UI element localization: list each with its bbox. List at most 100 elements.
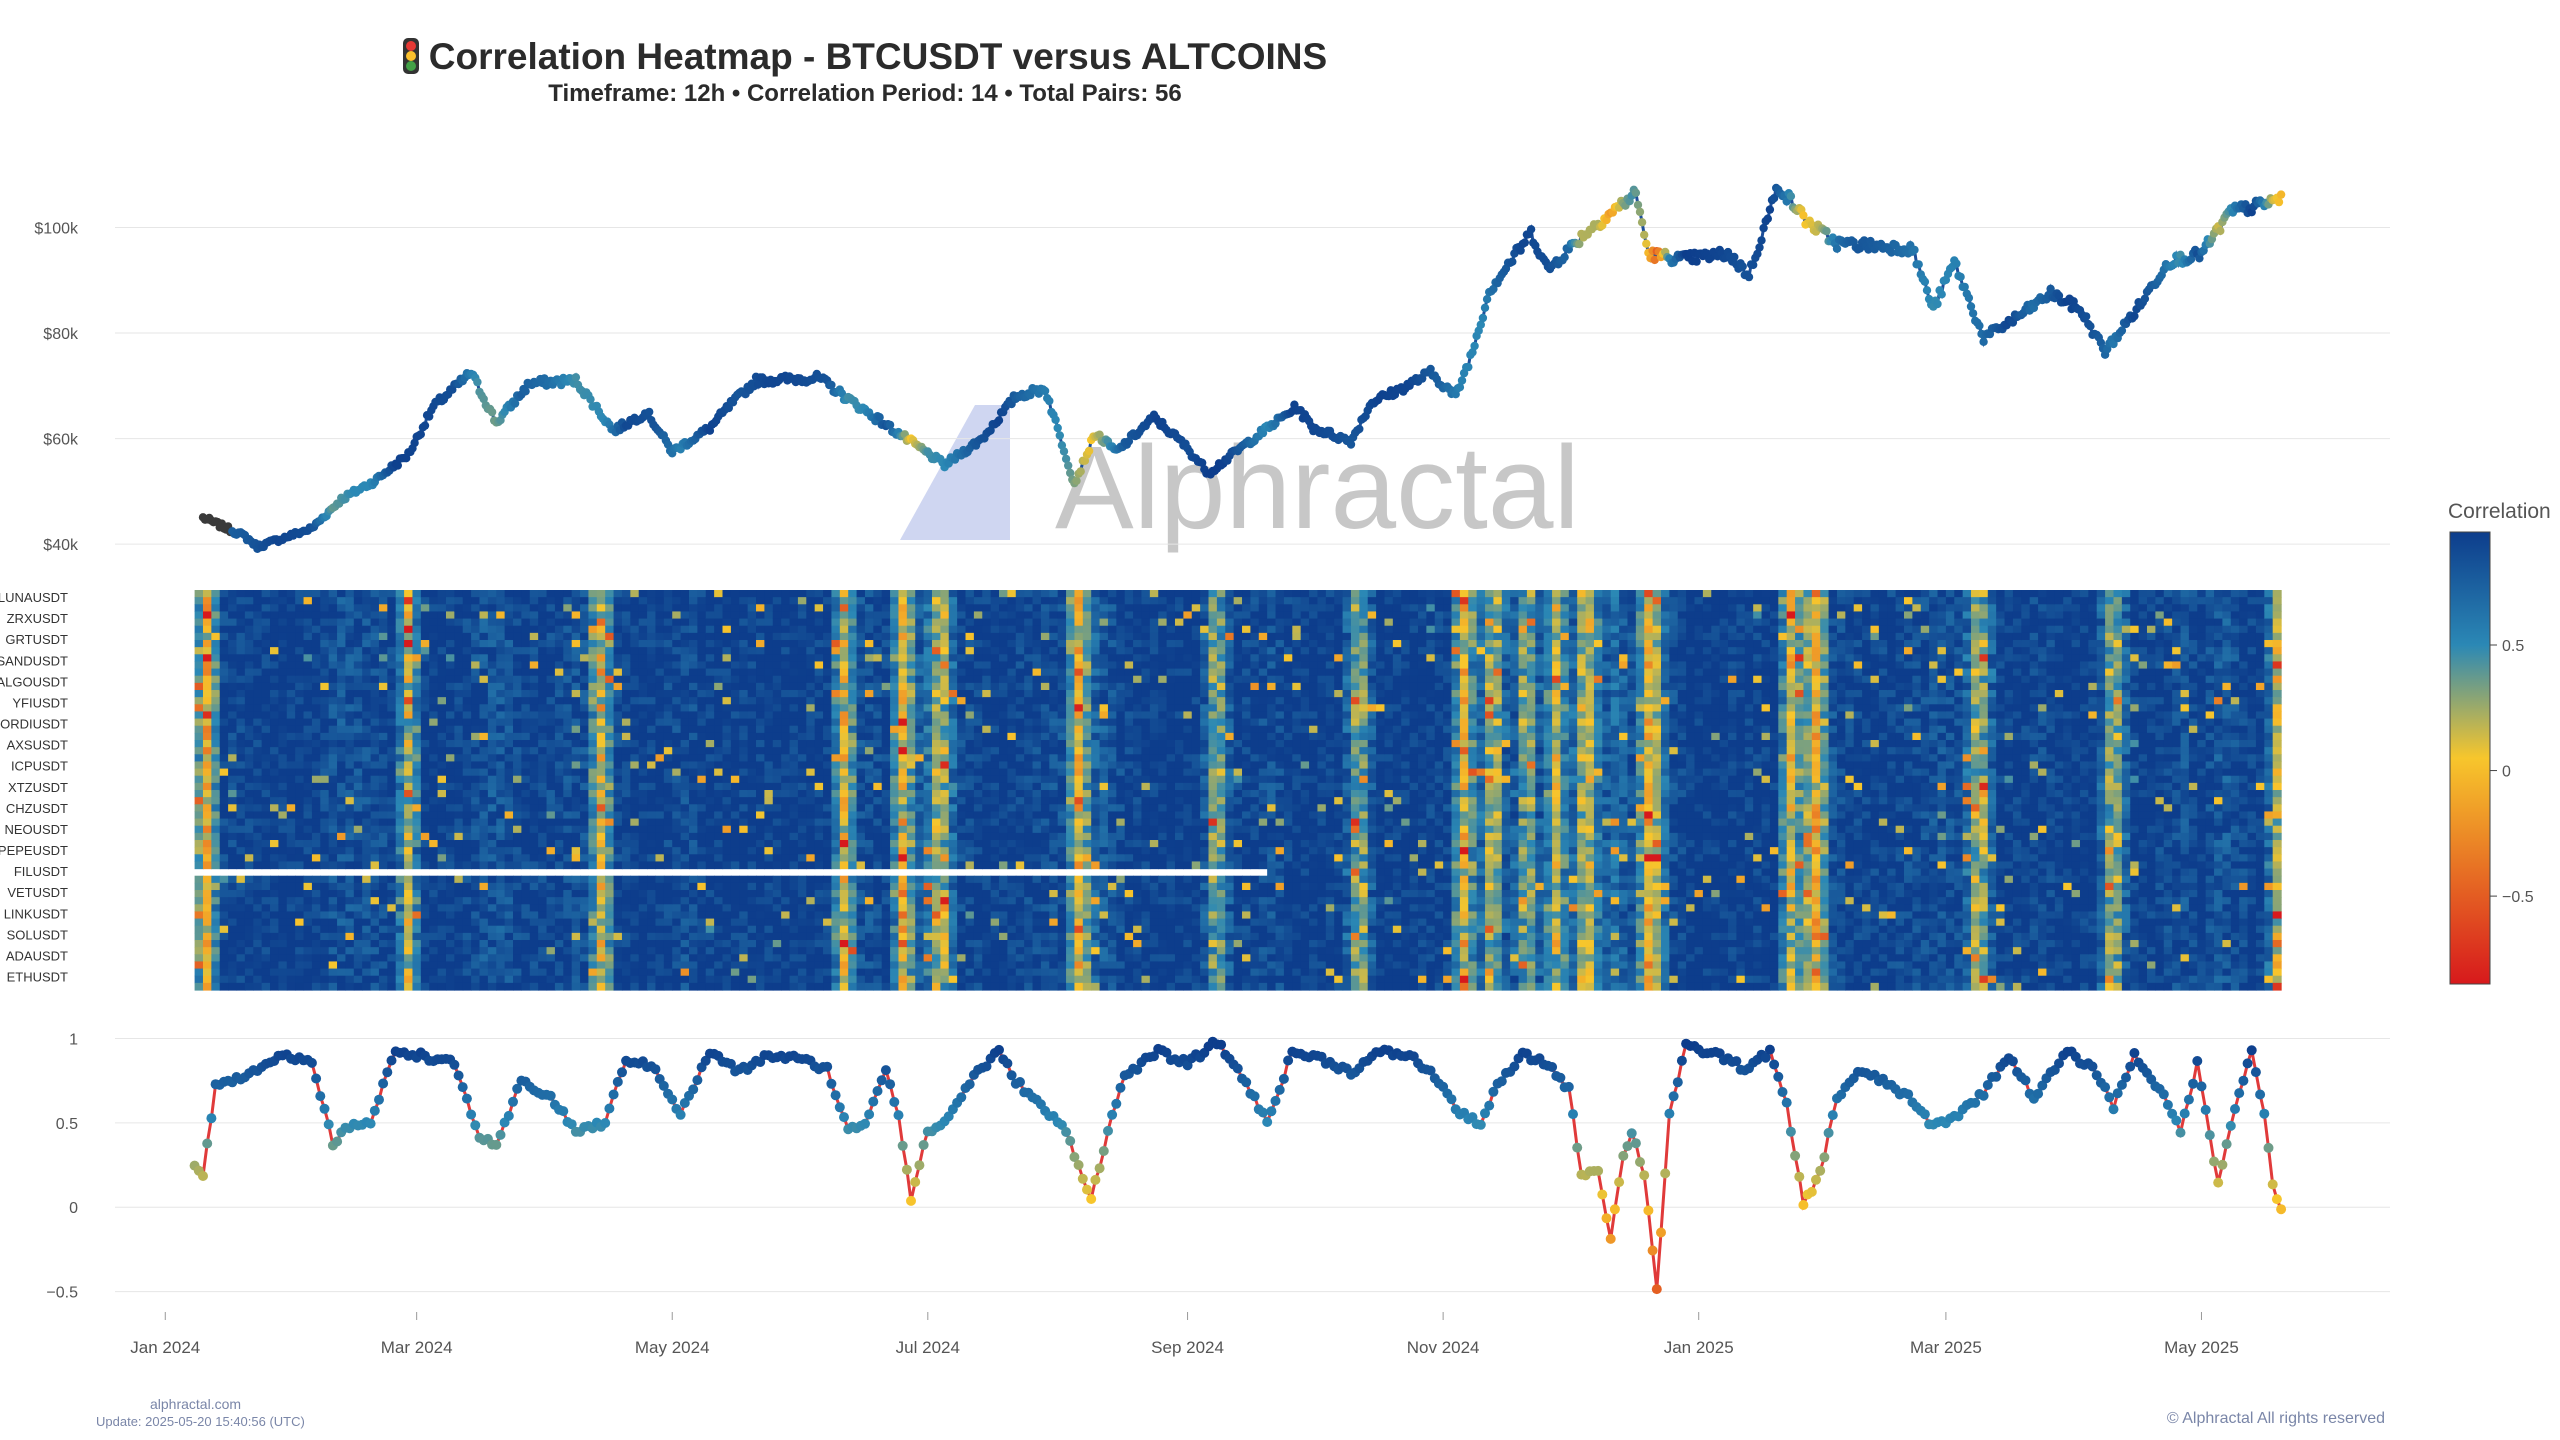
heatmap-cell bbox=[487, 625, 497, 634]
heatmap-cell bbox=[236, 754, 246, 763]
heatmap-cell bbox=[513, 890, 522, 898]
heatmap-cell bbox=[789, 982, 799, 991]
heatmap-cell bbox=[756, 625, 765, 634]
heatmap-cell bbox=[739, 954, 749, 963]
heatmap-cell bbox=[621, 797, 631, 805]
heatmap-cell bbox=[328, 797, 338, 805]
heatmap-cell bbox=[580, 840, 590, 848]
heatmap-cell bbox=[295, 640, 305, 648]
price-point bbox=[1635, 207, 1645, 217]
heatmap-cell bbox=[789, 818, 799, 827]
heatmap-cell bbox=[571, 840, 581, 848]
heatmap-cell bbox=[596, 790, 606, 798]
heatmap-cell bbox=[663, 840, 673, 848]
heatmap-cell bbox=[270, 840, 279, 848]
heatmap-cell bbox=[554, 740, 564, 748]
heatmap-cell bbox=[420, 782, 430, 791]
heatmap-cell bbox=[429, 940, 439, 948]
heatmap-cell bbox=[580, 775, 590, 784]
heatmap-cell bbox=[546, 804, 556, 813]
heatmap-cell bbox=[328, 604, 338, 613]
price-point bbox=[1738, 262, 1747, 271]
heatmap-cell bbox=[278, 682, 288, 691]
heatmap-cell bbox=[479, 597, 489, 605]
heatmap-cell bbox=[378, 668, 388, 677]
heatmap-cell bbox=[722, 904, 732, 913]
heatmap-cell bbox=[387, 668, 397, 677]
heatmap-cell bbox=[270, 790, 279, 798]
heatmap-cell bbox=[471, 682, 481, 691]
heatmap-cell bbox=[487, 604, 497, 613]
heatmap-cell bbox=[345, 811, 355, 820]
heatmap-cell bbox=[663, 918, 673, 927]
heatmap-cell bbox=[353, 732, 363, 741]
heatmap-cell bbox=[445, 718, 455, 727]
heatmap-cell bbox=[613, 982, 623, 991]
heatmap-cell bbox=[420, 740, 430, 748]
heatmap-cell bbox=[672, 632, 682, 641]
heatmap-cell bbox=[504, 932, 514, 941]
heatmap-cell bbox=[580, 854, 590, 863]
heatmap-cell bbox=[739, 625, 749, 634]
heatmap-cell bbox=[437, 832, 447, 841]
heatmap-cell bbox=[479, 790, 489, 798]
heatmap-cell bbox=[630, 954, 640, 963]
heatmap-cell bbox=[764, 754, 774, 763]
heatmap-cell bbox=[647, 754, 657, 763]
heatmap-cell bbox=[521, 847, 531, 855]
heatmap-cell bbox=[270, 811, 279, 820]
heatmap-cell bbox=[487, 804, 497, 813]
heatmap-cell bbox=[202, 940, 212, 948]
heatmap-cell bbox=[244, 618, 254, 627]
heatmap-cell bbox=[781, 632, 791, 641]
heatmap-cell bbox=[513, 961, 522, 970]
heatmap-cell bbox=[638, 590, 648, 598]
heatmap-cell bbox=[647, 732, 657, 741]
heatmap-cell bbox=[420, 682, 430, 691]
heatmap-cells[interactable] bbox=[194, 590, 2282, 991]
heatmap-cell bbox=[680, 804, 690, 813]
heatmap-cell bbox=[487, 590, 497, 598]
heatmap-cell bbox=[420, 932, 430, 941]
price-line-series[interactable] bbox=[198, 183, 2286, 553]
heatmap-cell bbox=[253, 661, 263, 670]
heatmap-cell bbox=[194, 732, 204, 741]
heatmap-cell bbox=[412, 968, 422, 977]
heatmap-cell bbox=[546, 625, 556, 634]
heatmap-cell bbox=[311, 618, 321, 627]
heatmap-cell bbox=[546, 690, 556, 698]
heatmap-cell bbox=[286, 668, 296, 677]
heatmap-cell bbox=[739, 611, 749, 620]
heatmap-cell bbox=[688, 947, 698, 955]
heatmap-cell bbox=[688, 961, 698, 970]
heatmap-cell bbox=[362, 732, 372, 741]
heatmap-cell bbox=[261, 918, 271, 927]
heatmap-cell bbox=[311, 961, 321, 970]
heatmap-cell bbox=[445, 604, 455, 613]
heatmap-cell bbox=[764, 647, 774, 655]
heatmap-cell bbox=[445, 611, 455, 620]
price-point bbox=[1769, 194, 1779, 203]
heatmap-cell bbox=[479, 604, 489, 613]
heatmap-cell bbox=[295, 854, 305, 863]
heatmap-cell bbox=[211, 875, 221, 884]
heatmap-cell bbox=[496, 768, 506, 777]
heatmap-cell bbox=[747, 825, 757, 834]
watermark-text: Alphractal bbox=[1055, 422, 1580, 554]
heatmap-cell bbox=[420, 911, 430, 920]
heatmap-cell bbox=[194, 661, 204, 670]
heatmap-cell bbox=[471, 947, 481, 955]
heatmap-cell bbox=[580, 697, 590, 705]
heatmap-cell bbox=[295, 725, 305, 734]
heatmap-cell bbox=[638, 747, 648, 755]
heatmap-cell bbox=[370, 704, 380, 713]
heatmap-cell bbox=[261, 747, 271, 755]
heatmap-cell bbox=[345, 718, 355, 727]
heatmap-cell bbox=[320, 590, 330, 598]
heatmap-cell bbox=[647, 890, 657, 898]
price-point bbox=[571, 373, 581, 382]
heatmap-cell bbox=[454, 961, 464, 970]
heatmap-cell bbox=[387, 947, 397, 955]
heatmap-cell bbox=[244, 640, 254, 648]
